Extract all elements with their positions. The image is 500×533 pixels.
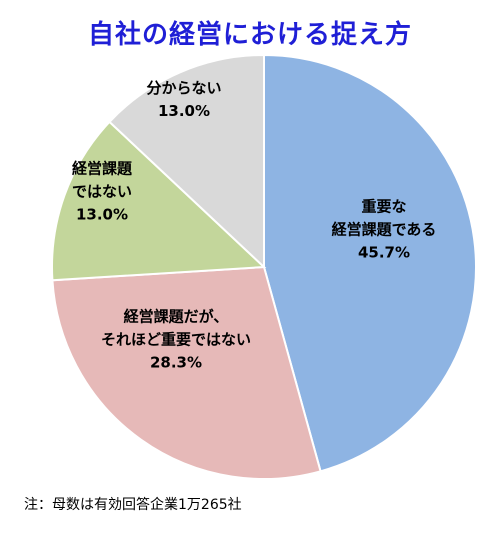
slice-category-0: 経営課題である bbox=[332, 221, 437, 239]
slice-label-1: 経営課題だが、それほど重要ではない 28.3% bbox=[101, 308, 251, 372]
pie-slice-2 bbox=[51, 120, 267, 282]
slice-category-1: 経営課題だが、 bbox=[124, 308, 229, 326]
slice-category-3: 分からない bbox=[146, 79, 221, 97]
slice-value-0: 45.7% bbox=[358, 244, 410, 262]
pie-slice-1 bbox=[51, 265, 322, 480]
slice-value-1: 28.3% bbox=[150, 354, 202, 372]
slice-category-2: ではない bbox=[72, 183, 132, 201]
pie-slice-3 bbox=[108, 53, 265, 270]
slice-category-1: それほど重要ではない bbox=[101, 331, 251, 349]
slice-value-3: 13.0% bbox=[158, 102, 210, 120]
slice-label-3: 分からない 13.0% bbox=[146, 79, 221, 120]
chart-title: 自社の経営における捉え方 bbox=[87, 20, 412, 50]
slice-category-2: 経営課題 bbox=[72, 160, 133, 178]
slice-value-2: 13.0% bbox=[76, 206, 128, 224]
pie-slice-0 bbox=[263, 53, 477, 473]
slice-category-0: 重要な bbox=[361, 198, 406, 216]
footnote: 注：母数は有効回答企業1万265社 bbox=[24, 497, 242, 513]
